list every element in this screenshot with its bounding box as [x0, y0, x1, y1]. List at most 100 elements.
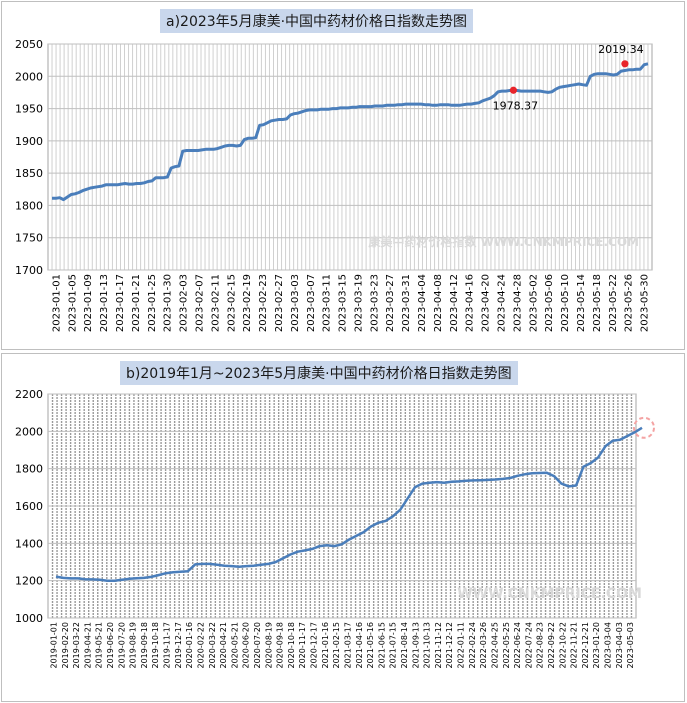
x-tick-label: 2023-03-03: [290, 274, 301, 332]
x-tick-label: 2023-05-10: [560, 274, 571, 332]
x-tick-label: 2022-11-21: [570, 622, 579, 669]
x-tick-label: 2023-05-14: [576, 274, 587, 332]
x-tick-label: 2022-05-25: [502, 622, 511, 669]
x-tick-label: 2023-03-15: [338, 274, 349, 332]
x-tick-label: 2023-02-07: [195, 274, 206, 332]
x-tick-label: 2020-09-18: [276, 622, 285, 669]
y-tick-label: 1850: [15, 167, 43, 180]
x-tick-label: 2023-01-09: [83, 274, 94, 332]
chart-a-svg: 1700 1750 1800 1850 1900 1950 2000 2050 2023-01-…: [15, 38, 653, 332]
x-tick-label: 2020-11-17: [298, 622, 307, 669]
x-tick-label: 2022-02-24: [468, 622, 477, 669]
x-tick-label: 2019-01-01: [49, 622, 58, 669]
x-tick-label: 2023-03-04: [604, 622, 613, 669]
y-tick-label: 1900: [15, 135, 43, 148]
data-marker: [509, 86, 518, 94]
x-tick-label: 2023-01-30: [163, 274, 174, 332]
x-tick-label: 2022-04-25: [490, 622, 499, 669]
x-tick-label: 2021-08-14: [400, 622, 409, 669]
x-tick-label: 2020-01-16: [185, 622, 194, 669]
x-tick-label: 2021-03-17: [343, 622, 352, 669]
x-tick-label: 2023-05-30: [640, 274, 651, 332]
data-label: 1978.37: [493, 99, 539, 112]
x-tick-label: 2019-12-17: [174, 622, 183, 669]
y-tick-label: 1000: [15, 612, 43, 625]
x-tick-label: 2023-03-31: [401, 274, 412, 332]
highlight-circle: [633, 416, 655, 439]
x-tick-label: 2023-04-16: [465, 274, 476, 332]
y-tick-label: 1600: [15, 500, 43, 513]
series-line: [52, 62, 649, 202]
x-tick-label: 2023-04-24: [497, 274, 508, 332]
chart-panel-a: 1700 1750 1800 1850 1900 1950 2000 2050 2023-01-…: [1, 1, 685, 350]
x-tick-label: 2019-08-19: [129, 622, 138, 669]
x-tick-label: 2023-04-12: [449, 274, 460, 332]
x-tick-label: 2020-05-21: [230, 622, 239, 669]
x-tick-label: 2023-05-22: [608, 274, 619, 332]
x-tick-label: 2022-08-23: [536, 622, 545, 669]
x-tick-label: 2023-02-03: [179, 274, 190, 332]
x-tick-label: 2023-05-26: [624, 274, 635, 332]
y-tick-label: 1800: [15, 463, 43, 476]
x-tick-label: 2023-01-01: [51, 274, 62, 332]
x-tick-label: 2023-04-03: [615, 622, 624, 669]
x-tick-label: 2023-01-05: [67, 274, 78, 332]
x-tick-label: 2019-05-21: [95, 622, 104, 669]
y-tick-label: 1400: [15, 537, 43, 550]
x-tick-label: 2023-03-23: [369, 274, 380, 332]
x-tick-label: 2019-11-17: [163, 622, 172, 669]
x-tick-label: 2019-04-21: [83, 622, 92, 669]
x-tick-label: 2021-10-13: [423, 622, 432, 669]
y-tick-label: 1200: [15, 575, 43, 588]
x-tick-label: 2021-06-15: [377, 622, 386, 669]
y-tick-label: 1700: [15, 264, 43, 277]
y-tick-label: 2050: [15, 38, 43, 51]
x-tick-label: 2020-08-19: [264, 622, 273, 669]
x-tick-label: 2020-02-22: [196, 622, 205, 669]
x-tick-label: 2023-04-04: [417, 274, 428, 332]
x-tick-label: 2022-10-22: [558, 622, 567, 669]
x-tick-label: 2023-05-06: [544, 274, 555, 332]
x-tick-label: 2023-04-20: [481, 274, 492, 332]
x-tick-label: 2023-04-28: [512, 274, 523, 332]
x-tick-label: 2022-07-24: [524, 622, 533, 669]
y-tick-label: 1800: [15, 199, 43, 212]
data-marker: [621, 60, 629, 68]
x-tick-label: 2023-03-11: [322, 274, 333, 332]
x-tick-label: 2021-01-16: [321, 622, 330, 669]
x-tick-label: 2021-07-15: [389, 622, 398, 669]
x-tick-label: 2021-11-12: [434, 622, 443, 669]
y-tick-label: 2200: [15, 388, 43, 401]
x-tick-label: 2023-03-27: [385, 274, 396, 332]
x-tick-label: 2020-10-18: [287, 622, 296, 669]
x-tick-label: 2020-07-20: [253, 622, 262, 669]
x-tick-label: 2023-02-27: [274, 274, 285, 332]
chart-b-title: b)2019年1月~2023年5月康美·中国中药材价格日指数走势图: [120, 361, 518, 385]
series-line: [55, 426, 643, 582]
x-tick-label: 2023-01-25: [147, 274, 158, 332]
x-tick-label: 2020-04-21: [219, 622, 228, 669]
x-tick-label: 2021-05-16: [366, 622, 375, 669]
x-tick-label: 2022-06-24: [513, 622, 522, 669]
watermark-text: WWW.CNKMPRICE.COM: [457, 586, 642, 602]
x-tick-label: 2022-01-11: [457, 622, 466, 669]
x-tick-label: 2023-02-11: [210, 274, 221, 332]
x-tick-label: 2021-04-16: [355, 622, 364, 669]
watermark-text: 康美中药材价格指数 WWW.CNKMPRICE.COM: [368, 234, 639, 249]
x-tick-label: 2023-02-15: [226, 274, 237, 332]
y-tick-label: 2000: [15, 425, 43, 438]
x-tick-label: 2023-02-19: [242, 274, 253, 332]
x-tick-label: 2019-09-18: [140, 622, 149, 669]
x-tick-label: 2019-06-20: [106, 622, 115, 669]
x-tick-label: 2022-09-22: [547, 622, 556, 669]
x-tick-label: 2020-06-20: [242, 622, 251, 669]
x-tick-label: 2020-03-22: [208, 622, 217, 669]
x-tick-label: 2023-01-13: [99, 274, 110, 332]
x-tick-label: 2019-10-18: [151, 622, 160, 669]
chart-a-title: a)2023年5月康美·中国中药材价格日指数走势图: [160, 9, 474, 33]
x-tick-label: 2022-03-26: [479, 622, 488, 669]
data-label: 2019.34: [598, 43, 644, 56]
y-tick-label: 1750: [15, 232, 43, 245]
x-tick-label: 2023-01-20: [592, 622, 601, 669]
y-tick-label: 2000: [15, 70, 43, 83]
